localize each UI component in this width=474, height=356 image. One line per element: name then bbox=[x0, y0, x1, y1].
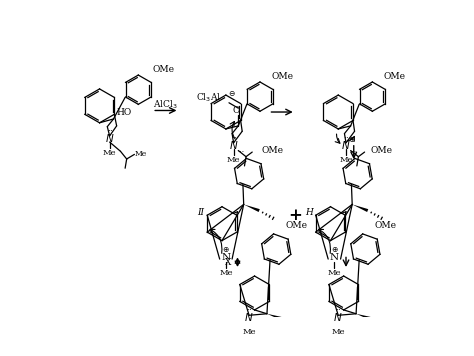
Text: Me: Me bbox=[328, 269, 341, 277]
Text: $\ddot{N}$: $\ddot{N}$ bbox=[244, 309, 254, 324]
Text: N: N bbox=[221, 253, 230, 262]
Text: $\ddot{N}$: $\ddot{N}$ bbox=[334, 309, 343, 324]
Text: $\oplus$: $\oplus$ bbox=[330, 245, 338, 254]
Polygon shape bbox=[267, 314, 282, 320]
Text: X: X bbox=[225, 258, 231, 267]
Text: Cl$_3$Al: Cl$_3$Al bbox=[196, 92, 221, 104]
Text: ···: ··· bbox=[349, 148, 356, 156]
Text: II: II bbox=[197, 208, 204, 216]
Text: H: H bbox=[305, 208, 313, 216]
Text: Me: Me bbox=[219, 269, 233, 277]
Text: AlCl$_3$: AlCl$_3$ bbox=[154, 98, 178, 111]
Text: $\ominus$: $\ominus$ bbox=[228, 89, 236, 98]
Text: ···: ··· bbox=[237, 148, 244, 156]
Text: $\ddot{N}$: $\ddot{N}$ bbox=[341, 137, 351, 152]
Polygon shape bbox=[244, 204, 260, 212]
Polygon shape bbox=[356, 314, 371, 320]
Text: $\ddot{N}$: $\ddot{N}$ bbox=[229, 137, 238, 152]
Text: $\oplus$: $\oplus$ bbox=[348, 135, 356, 144]
Text: Me: Me bbox=[339, 156, 353, 164]
Text: Me: Me bbox=[227, 156, 240, 164]
Text: $\ddot{N}$: $\ddot{N}$ bbox=[105, 130, 114, 145]
Text: OMe: OMe bbox=[384, 72, 406, 81]
Text: $\oplus$: $\oplus$ bbox=[222, 245, 230, 254]
Text: O: O bbox=[232, 106, 240, 115]
Text: +: + bbox=[289, 208, 302, 225]
Text: OMe: OMe bbox=[285, 221, 308, 230]
Text: HO: HO bbox=[117, 108, 132, 117]
Text: Me: Me bbox=[242, 328, 256, 336]
Text: N: N bbox=[330, 253, 339, 262]
Polygon shape bbox=[352, 204, 368, 212]
Text: Me: Me bbox=[103, 149, 117, 157]
Text: OMe: OMe bbox=[262, 146, 283, 155]
Text: Me: Me bbox=[135, 150, 146, 158]
Text: OMe: OMe bbox=[152, 65, 174, 74]
Text: OMe: OMe bbox=[370, 146, 392, 155]
Text: Me: Me bbox=[331, 328, 345, 336]
Text: OMe: OMe bbox=[272, 72, 293, 81]
Text: OMe: OMe bbox=[374, 221, 397, 230]
